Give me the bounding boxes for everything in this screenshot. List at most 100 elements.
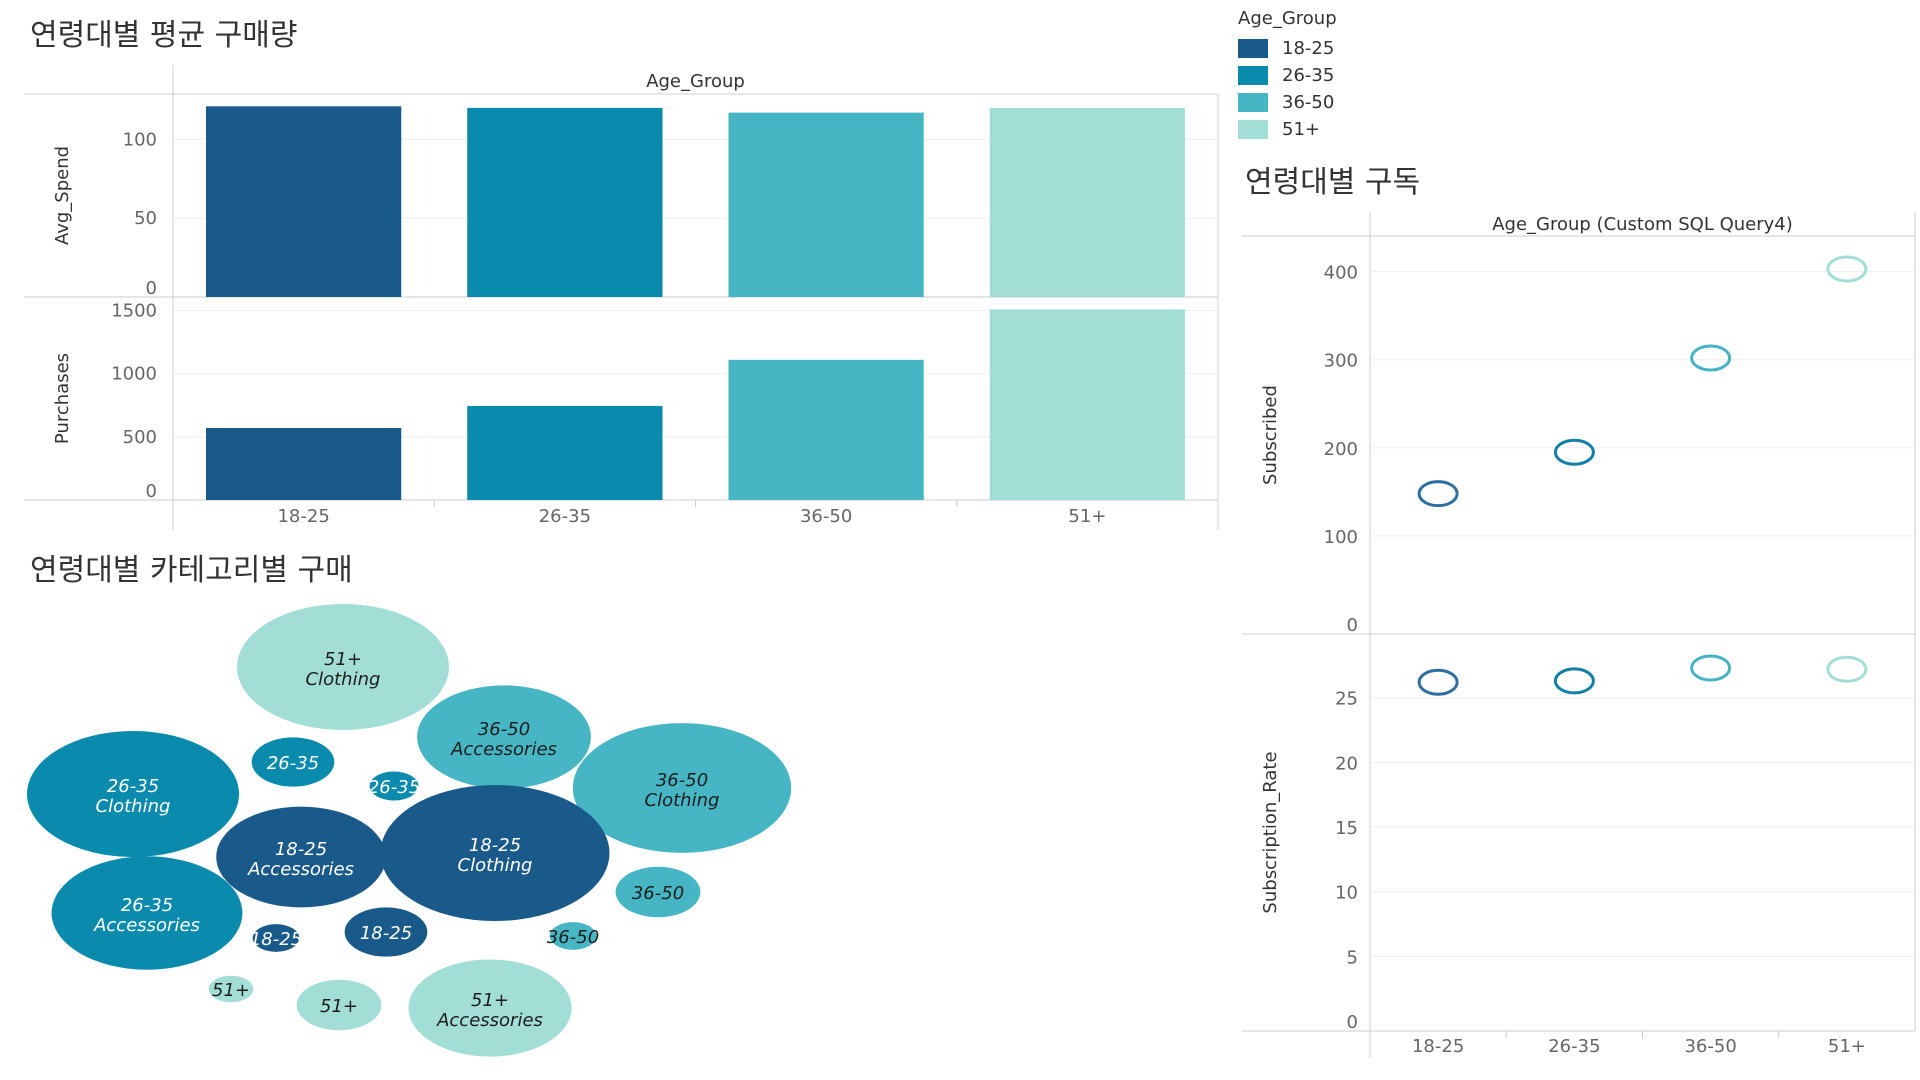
bubble-age-label: 51+ [324, 649, 362, 670]
y-tick-label: 0 [1347, 615, 1358, 636]
bubble-shape [615, 866, 701, 918]
y-axis-label-avg-spend: Avg_Spend [52, 146, 73, 245]
point-subscription-rate-26-35 [1553, 667, 1595, 695]
legend-item-18-25[interactable]: 18-25 [1238, 35, 1337, 62]
bubble-age-label: 51+ [320, 996, 358, 1017]
avg-purchase-bar-chart: Age_Group 0 50 100 Avg_Spend 0 500 1000 1500 Purc… [24, 65, 1219, 530]
bubble-age-label: 36-50 [632, 883, 684, 904]
bubble-shape [380, 784, 610, 922]
bar-purchases-36-50 [728, 359, 924, 500]
x-tick-label: 51+ [1828, 1036, 1866, 1057]
x-tick-label: 36-50 [1684, 1036, 1736, 1057]
legend-swatch [1238, 120, 1268, 139]
y-tick-label: 15 [1335, 818, 1358, 839]
point-subscription-rate-51plus [1826, 655, 1868, 683]
bubble-age-label: 26-35 [368, 777, 420, 798]
bubble-age-label: 18-25 [250, 929, 302, 950]
point-subscribed-18-25 [1417, 480, 1459, 508]
bar-purchases-26-35 [467, 405, 663, 500]
bubble-shape [27, 731, 239, 857]
bubble-26-35: 26-35 [251, 737, 335, 787]
y-tick-label: 200 [1324, 439, 1358, 460]
y-tick-label: 10 [1335, 883, 1358, 904]
y-tick-label: 400 [1324, 263, 1358, 284]
legend-item-36-50[interactable]: 36-50 [1238, 89, 1337, 116]
y-tick-label: 0 [1347, 1012, 1358, 1033]
subscription-title: 연령대별 구독 [1245, 165, 1421, 200]
bubble-shape [237, 604, 449, 730]
bubble-shape [208, 975, 254, 1003]
legend-swatch [1238, 39, 1268, 58]
legend-item-51plus[interactable]: 51+ [1238, 116, 1337, 143]
point-subscribed-26-35 [1553, 438, 1595, 466]
bubble-26-35: 26-35 [368, 771, 420, 801]
bubble-shape [216, 806, 386, 908]
bar-avg-spend-36-50 [728, 112, 924, 297]
bubble-age-label: 51+ [471, 990, 509, 1011]
y-tick-label: 1000 [111, 364, 157, 385]
bubble-age-label: 36-50 [547, 927, 599, 948]
point-subscription-rate-18-25 [1417, 668, 1459, 696]
y-axis-label-purchases: Purchases [52, 353, 73, 444]
legend-item-26-35[interactable]: 26-35 [1238, 62, 1337, 89]
avg-purchase-title: 연령대별 평균 구매량 [30, 18, 298, 53]
bubble-shape [549, 922, 597, 950]
legend-swatch [1238, 93, 1268, 112]
y-axis-label-subscription-rate: Subscription_Rate [1260, 751, 1281, 913]
legend-swatch [1238, 66, 1268, 85]
y-tick-label: 50 [134, 208, 157, 229]
bar-purchases-18-25 [206, 428, 402, 500]
bubble-shape [296, 979, 382, 1031]
bubble-shape [369, 771, 419, 801]
bubble-category-label: Accessories [436, 1010, 543, 1031]
bubble-18-25: 18-25 [344, 907, 428, 957]
y-tick-label: 5 [1347, 947, 1358, 968]
bubble-51plus: 51+ [296, 979, 382, 1031]
bubble-category-label: Clothing [306, 669, 381, 690]
bubble-shape [408, 959, 572, 1057]
bubble-shape [344, 907, 428, 957]
bubble-age-label: 36-50 [478, 719, 530, 740]
bubble-51plus: 51+ [208, 975, 254, 1003]
legend-label: 51+ [1282, 119, 1320, 140]
y-tick-label: 1500 [111, 301, 157, 322]
subscription-scatter-chart: Age_Group (Custom SQL Query4)01002003004… [1242, 212, 1916, 1058]
category-purchase-title: 연령대별 카테고리별 구매 [30, 553, 353, 588]
bubble-category-label: Clothing [458, 855, 533, 876]
bubble-51plus-accessories: 51+Accessories [408, 959, 572, 1057]
legend-label: 26-35 [1282, 65, 1335, 86]
bubble-shape [252, 924, 300, 952]
legend: Age_Group 18-25 26-35 36-50 51+ [1238, 8, 1337, 143]
y-tick-label: 25 [1335, 689, 1358, 710]
x-tick-label: 26-35 [1548, 1036, 1600, 1057]
bubble-age-label: 51+ [212, 980, 250, 1001]
point-subscribed-36-50 [1690, 344, 1732, 372]
x-tick-label: 36-50 [800, 506, 852, 527]
bubble-36-50: 36-50 [547, 922, 599, 950]
bubble-shape [572, 723, 792, 853]
bubble-age-label: 36-50 [656, 770, 708, 791]
column-header: Age_Group (Custom SQL Query4) [1492, 214, 1793, 235]
bubble-age-label: 18-25 [360, 923, 412, 944]
bubble-shape [51, 856, 243, 970]
bubble-51plus-clothing: 51+Clothing [237, 604, 449, 730]
bubble-category-label: Accessories [247, 859, 354, 880]
y-tick-label: 0 [146, 278, 157, 299]
bubble-shape [251, 737, 335, 787]
y-tick-label: 300 [1324, 351, 1358, 372]
column-header: Age_Group [646, 71, 745, 92]
bubble-age-label: 18-25 [469, 835, 521, 856]
category-bubble-chart: 51+Clothing36-50Accessories26-3526-35Clo… [27, 604, 792, 1057]
point-subscribed-51plus [1826, 255, 1868, 283]
legend-title: Age_Group [1238, 8, 1337, 29]
x-tick-label: 18-25 [277, 506, 329, 527]
y-tick-label: 500 [123, 427, 157, 448]
x-tick-label: 51+ [1068, 506, 1106, 527]
y-tick-label: 100 [123, 129, 157, 150]
